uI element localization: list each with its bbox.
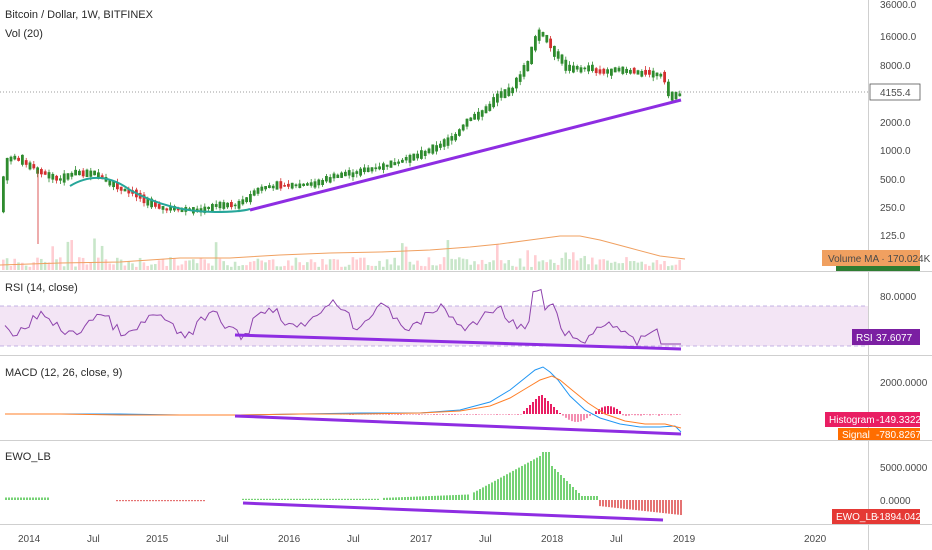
macd-trendline[interactable] <box>234 414 682 436</box>
rsi-title: RSI (14, close) <box>5 282 78 294</box>
svg-text:2000.0: 2000.0 <box>880 118 911 129</box>
macd-axis-2000: 2000.0000 <box>880 378 928 389</box>
svg-text:Jul: Jul <box>347 534 360 545</box>
rsi-axis-80: 80.0000 <box>880 292 917 303</box>
svg-text:36000.0: 36000.0 <box>880 0 917 11</box>
ewo-badge: EWO_LB -1894.0425 <box>832 509 927 524</box>
macd-pane[interactable]: MACD (12, 26, close, 9) 2000.0000 Histog… <box>5 366 928 441</box>
svg-text:Histogram: Histogram <box>829 415 875 426</box>
price-pane[interactable]: Bitcoin / Dollar, 1W, BITFINEX Vol (20) … <box>0 0 931 271</box>
symbol-title: Bitcoin / Dollar, 1W, BITFINEX <box>5 9 154 21</box>
macd-histogram <box>340 395 681 422</box>
rsi-badge: RSI 37.6077 <box>852 329 920 345</box>
cup-curve <box>69 176 251 214</box>
volume-legend: Vol (20) <box>5 28 43 40</box>
svg-text:37.6077: 37.6077 <box>876 333 913 344</box>
time-axis: 2014 Jul 2015 Jul 2016 Jul 2017 Jul 2018… <box>18 534 827 545</box>
rsi-pane[interactable]: RSI (14, close) 80.0000 RSI 37.6077 <box>0 282 920 351</box>
svg-text:250.0: 250.0 <box>880 203 905 214</box>
rsi-trendline[interactable] <box>234 333 682 351</box>
ewo-pane[interactable]: EWO_LB 5000.0000 0.0000 EWO_LB -1894.042… <box>5 451 928 524</box>
svg-text:2016: 2016 <box>278 534 301 545</box>
svg-text:8000.0: 8000.0 <box>880 61 911 72</box>
price-axis: 36000.0 16000.0 8000.0 2000.0 1000.0 500… <box>880 0 917 242</box>
macd-title: MACD (12, 26, close, 9) <box>5 367 122 379</box>
svg-text:2017: 2017 <box>410 534 433 545</box>
svg-text:Jul: Jul <box>479 534 492 545</box>
svg-text:Jul: Jul <box>216 534 229 545</box>
volume-ma-line <box>0 235 686 266</box>
volume-bars <box>2 238 681 270</box>
ewo-axis-0: 0.0000 <box>880 496 911 507</box>
svg-text:-149.3322: -149.3322 <box>876 415 921 426</box>
svg-text:16000.0: 16000.0 <box>880 32 917 43</box>
signal-badge: Signal -780.8267 <box>838 428 921 441</box>
svg-text:-780.8267: -780.8267 <box>876 430 921 441</box>
svg-text:Signal: Signal <box>842 430 870 441</box>
svg-text:125.0: 125.0 <box>880 231 905 242</box>
last-price-badge: 4155.4 <box>869 83 921 101</box>
ewo-axis-5000: 5000.0000 <box>880 463 928 474</box>
ewo-histogram <box>5 452 682 516</box>
histogram-badge: Histogram -149.3322 <box>825 412 921 427</box>
svg-text:1000.0: 1000.0 <box>880 146 911 157</box>
svg-text:2014: 2014 <box>18 534 41 545</box>
svg-text:500.0: 500.0 <box>880 175 905 186</box>
svg-text:RSI: RSI <box>856 333 873 344</box>
svg-text:2019: 2019 <box>673 534 696 545</box>
svg-text:-1894.0425: -1894.0425 <box>876 512 927 523</box>
svg-text:2018: 2018 <box>541 534 564 545</box>
svg-text:Jul: Jul <box>610 534 623 545</box>
ewo-title: EWO_LB <box>5 451 51 463</box>
ewo-trendline[interactable] <box>242 501 664 522</box>
svg-text:EWO_LB: EWO_LB <box>836 512 878 523</box>
svg-text:2015: 2015 <box>146 534 169 545</box>
volume-ma-badge: Volume MA · 170.024K <box>822 250 931 266</box>
svg-text:4155.4: 4155.4 <box>880 88 911 99</box>
rsi-line <box>4 288 681 347</box>
volume-badge <box>836 266 920 271</box>
candle-series <box>2 27 682 244</box>
support-trendline[interactable] <box>249 98 682 212</box>
svg-text:Jul: Jul <box>87 534 100 545</box>
svg-text:Volume MA · 170.024K: Volume MA · 170.024K <box>828 254 931 265</box>
svg-text:2020: 2020 <box>804 534 827 545</box>
signal-line <box>5 375 682 429</box>
